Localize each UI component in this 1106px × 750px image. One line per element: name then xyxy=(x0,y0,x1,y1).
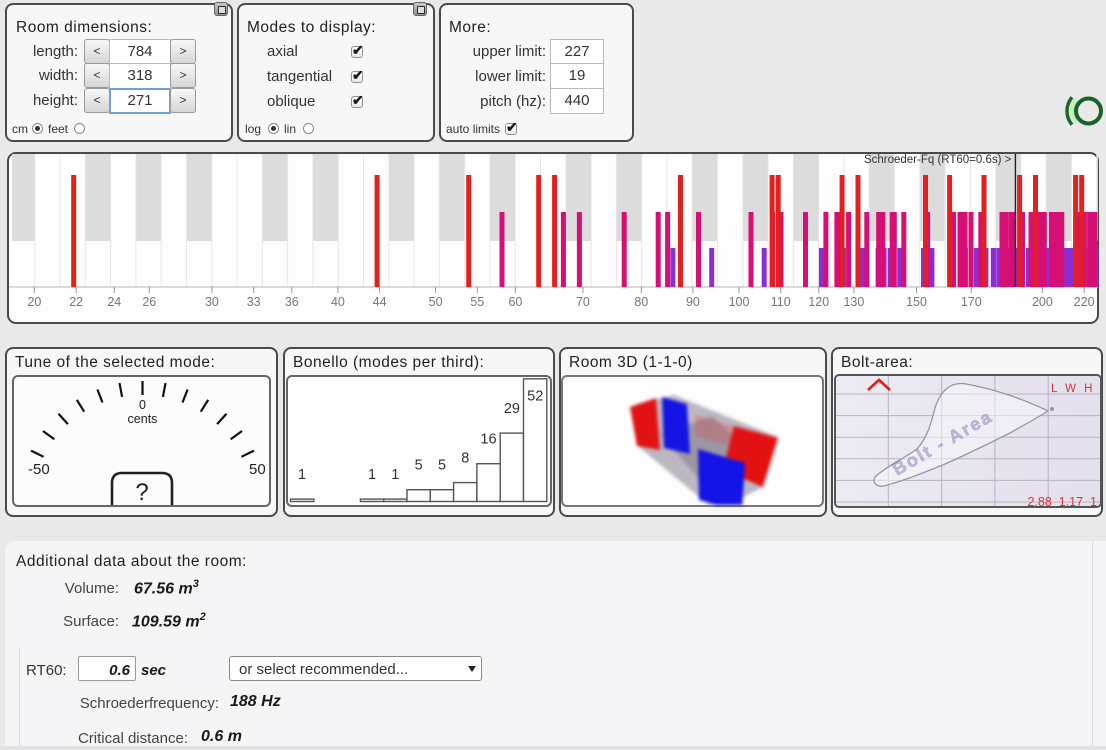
svg-text:8: 8 xyxy=(461,451,469,467)
svg-text:60: 60 xyxy=(508,295,522,309)
svg-text:40: 40 xyxy=(331,295,345,309)
svg-text:36: 36 xyxy=(285,295,299,309)
svg-text:55: 55 xyxy=(470,295,484,309)
svg-text:16: 16 xyxy=(480,432,496,448)
svg-text:cents: cents xyxy=(128,412,158,426)
svg-text:33: 33 xyxy=(247,295,261,309)
svg-text:26: 26 xyxy=(142,295,156,309)
svg-text:90: 90 xyxy=(686,295,700,309)
svg-text:50: 50 xyxy=(249,461,266,478)
svg-text:110: 110 xyxy=(771,295,791,309)
svg-text:100: 100 xyxy=(729,295,750,309)
svg-text:5: 5 xyxy=(438,458,446,474)
svg-text:2.88 1.17 1: 2.88 1.17 1 xyxy=(1027,495,1097,509)
svg-text:170: 170 xyxy=(961,295,982,309)
svg-text:5: 5 xyxy=(415,458,423,474)
svg-text:L W H: L W H xyxy=(1051,383,1095,395)
svg-text:29: 29 xyxy=(504,401,520,417)
svg-text:52: 52 xyxy=(527,388,543,404)
svg-text:150: 150 xyxy=(906,295,927,309)
svg-text:0: 0 xyxy=(139,398,146,412)
svg-text:44: 44 xyxy=(373,295,387,309)
svg-text:20: 20 xyxy=(27,295,41,309)
svg-text:50: 50 xyxy=(429,295,443,309)
svg-text:120: 120 xyxy=(808,295,829,309)
svg-text:?: ? xyxy=(135,479,148,506)
svg-text:220: 220 xyxy=(1074,295,1095,309)
svg-text:30: 30 xyxy=(205,295,219,309)
svg-text:1: 1 xyxy=(298,467,306,483)
svg-text:1: 1 xyxy=(368,467,376,483)
svg-text:1: 1 xyxy=(391,467,399,483)
svg-text:22: 22 xyxy=(69,295,83,309)
svg-text:70: 70 xyxy=(576,295,590,309)
svg-text:-50: -50 xyxy=(28,461,50,478)
svg-text:24: 24 xyxy=(107,295,121,309)
svg-text:80: 80 xyxy=(634,295,648,309)
svg-text:130: 130 xyxy=(843,295,864,309)
svg-text:200: 200 xyxy=(1032,295,1053,309)
svg-text:Schroeder-Fq (RT60=0.6s) >: Schroeder-Fq (RT60=0.6s) > xyxy=(864,154,1012,166)
